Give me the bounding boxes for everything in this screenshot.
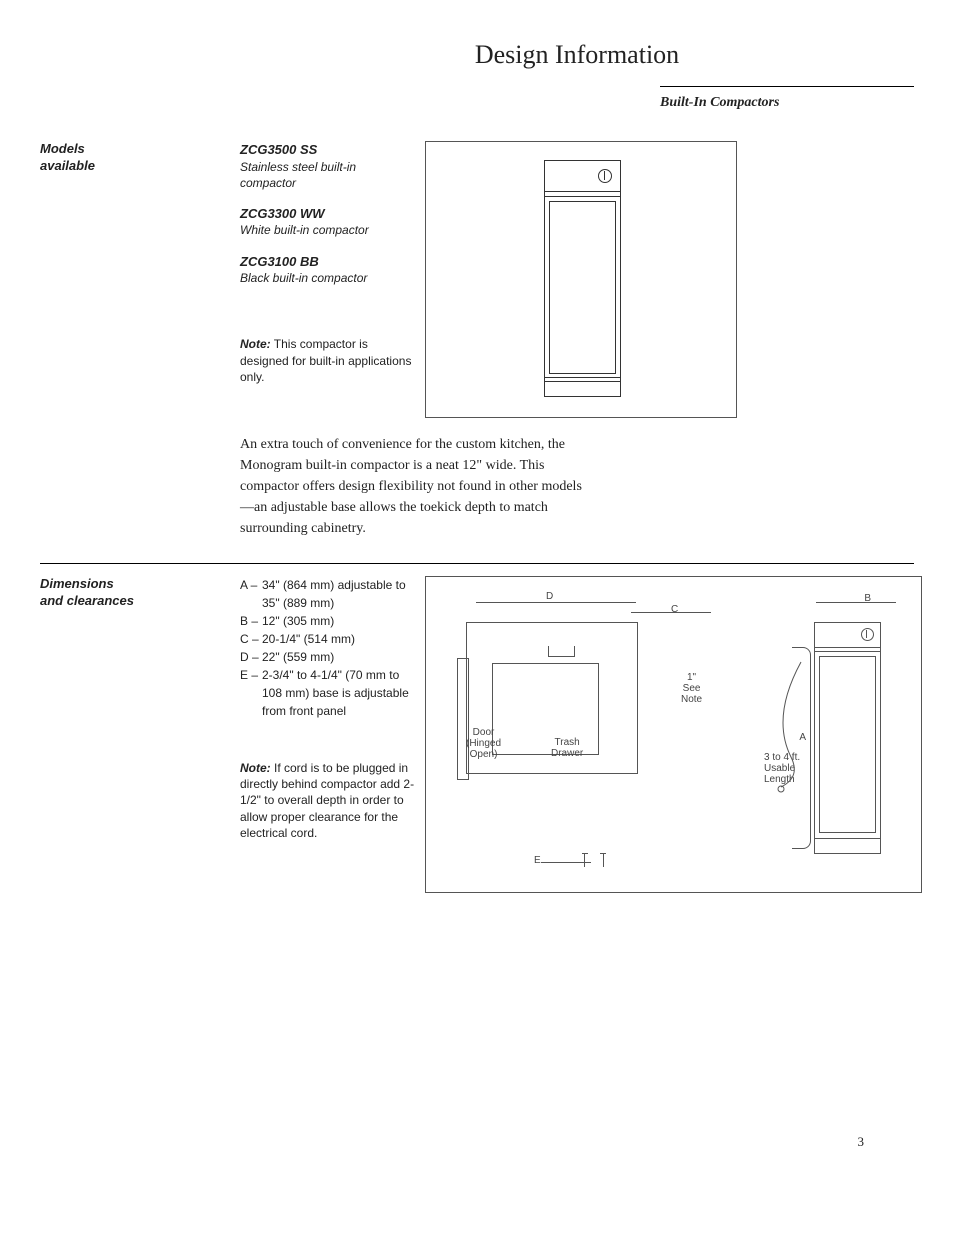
dim-key: C –	[240, 630, 262, 648]
knob-icon	[598, 169, 612, 183]
note-label: Note:	[240, 761, 271, 775]
compactor-front-diagram	[425, 141, 737, 418]
label-d: D	[546, 591, 553, 602]
heading-l2: available	[40, 158, 95, 173]
dim-key: B –	[240, 612, 262, 630]
label-c: C	[671, 604, 678, 615]
page-subtitle: Built-In Compactors	[660, 86, 914, 111]
dim-val: 12" (305 mm)	[262, 612, 415, 630]
dim-key: D –	[240, 648, 262, 666]
label-one-inch: 1" See Note	[681, 672, 702, 705]
dim-val: 20-1/4" (514 mm)	[262, 630, 415, 648]
cord-icon	[761, 657, 811, 797]
divider	[40, 563, 914, 564]
heading-l2: and clearances	[40, 593, 134, 608]
model-code: ZCG3100 BB	[240, 253, 415, 271]
page-number: 3	[858, 1134, 865, 1150]
model-desc: Stainless steel built-in compactor	[240, 159, 415, 191]
models-body-paragraph: An extra touch of convenience for the cu…	[240, 434, 590, 539]
dimensions-heading: Dimensions and clearances	[40, 576, 220, 610]
models-section: Models available ZCG3500 SS Stainless st…	[40, 141, 914, 418]
label-trash: Trash Drawer	[551, 737, 583, 759]
dimensions-list: A –34" (864 mm) adjustable to 35" (889 m…	[240, 576, 415, 720]
dimensions-section: Dimensions and clearances A –34" (864 mm…	[40, 576, 914, 893]
heading-l1: Models	[40, 141, 85, 156]
model-desc: Black built-in compactor	[240, 270, 415, 286]
label-door: Door (Hinged Open)	[466, 727, 501, 760]
dim-key: E –	[240, 666, 262, 720]
page-title: Design Information	[40, 40, 914, 70]
dim-val: 22" (559 mm)	[262, 648, 415, 666]
label-b: B	[864, 593, 871, 604]
dim-val: 34" (864 mm) adjustable to 35" (889 mm)	[262, 576, 415, 612]
dimensions-note: Note: If cord is to be plugged in direct…	[240, 760, 415, 841]
knob-icon	[861, 628, 874, 641]
note-label: Note:	[240, 337, 271, 351]
model-desc: White built-in compactor	[240, 222, 415, 238]
model-code: ZCG3500 SS	[240, 141, 415, 159]
models-note: Note: This compactor is designed for bui…	[240, 336, 415, 385]
models-heading: Models available	[40, 141, 220, 175]
dim-key: A –	[240, 576, 262, 612]
dimensions-diagram: D C Door (Hinged Open) Trash Drawer 1" S…	[425, 576, 922, 893]
dim-val: 2-3/4" to 4-1/4" (70 mm to 108 mm) base …	[262, 666, 415, 720]
heading-l1: Dimensions	[40, 576, 114, 591]
model-code: ZCG3300 WW	[240, 205, 415, 223]
label-e: E	[534, 855, 541, 866]
